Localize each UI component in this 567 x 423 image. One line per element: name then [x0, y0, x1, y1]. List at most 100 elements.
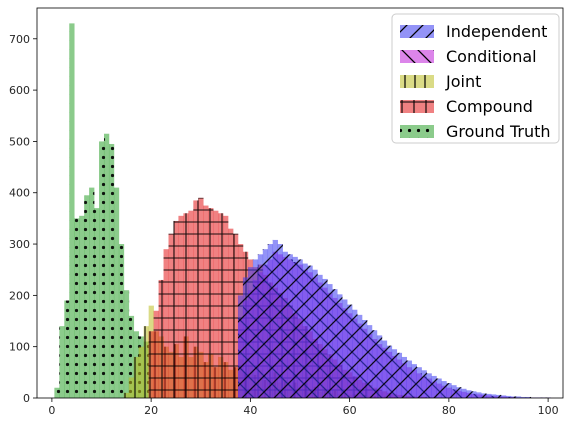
- y-tick-label: 100: [9, 341, 30, 354]
- bars-layer: [54, 23, 551, 398]
- bar-hatch-independent: [357, 314, 363, 398]
- bar-hatch-independent: [500, 395, 507, 398]
- bar-hatch-independent: [307, 265, 313, 398]
- bar-hatch-compound: [208, 208, 214, 398]
- bar-hatch-independent: [496, 394, 502, 398]
- bar-hatch-independent: [491, 394, 497, 398]
- legend-swatch-hatch-joint: [400, 75, 434, 88]
- legend-swatch-hatch-ground-truth: [400, 125, 434, 138]
- legend-label-ground-truth: Ground Truth: [446, 122, 551, 141]
- bar-hatch-ground-truth: [94, 208, 100, 398]
- bar-hatch-independent: [277, 244, 283, 398]
- bar-hatch-independent: [362, 320, 368, 398]
- bar-hatch-ground-truth: [128, 315, 135, 398]
- bar-hatch-independent: [317, 274, 323, 398]
- y-tick-label: 300: [9, 238, 30, 251]
- bar-hatch-independent: [515, 396, 522, 398]
- bar-hatch-ground-truth: [79, 215, 85, 398]
- legend-swatch-hatch-independent: [400, 25, 434, 38]
- y-tick-label: 400: [9, 187, 30, 200]
- bar-hatch-independent: [441, 381, 447, 398]
- plot-frame: [36, 7, 564, 399]
- y-tick-label: 0: [23, 392, 30, 405]
- bar-hatch-independent: [466, 390, 472, 398]
- bar-hatch-ground-truth: [89, 187, 95, 398]
- bar-hatch-compound: [168, 233, 174, 398]
- bar-hatch-independent: [451, 385, 457, 398]
- bar-hatch-independent: [327, 284, 333, 398]
- bar-hatch-ground-truth: [123, 290, 130, 398]
- bar-hatch-ground-truth: [99, 141, 105, 398]
- x-tick-label: 0: [48, 404, 55, 417]
- bar-hatch-independent: [292, 256, 298, 398]
- bar-hatch-compound: [148, 331, 154, 398]
- bar-hatch-compound: [233, 233, 239, 398]
- bar-hatch-independent: [386, 345, 393, 398]
- bar-hatch-ground-truth: [54, 387, 60, 398]
- bar-hatch-joint: [133, 356, 140, 398]
- bar-hatch-independent: [247, 267, 254, 398]
- bar-hatch-independent: [322, 278, 328, 398]
- bar-hatch-independent: [237, 295, 244, 398]
- bar-hatch-independent: [287, 254, 293, 398]
- bar-hatch-joint: [138, 346, 144, 398]
- bar-hatch-independent: [401, 356, 407, 398]
- bar-hatch-joint: [128, 377, 135, 398]
- y-tick-label: 600: [9, 84, 30, 97]
- bar-hatch-independent: [282, 251, 288, 398]
- y-tick-label: 500: [9, 135, 30, 148]
- bar-hatch-compound: [203, 205, 209, 398]
- x-tick-label: 20: [144, 404, 158, 417]
- bar-hatch-independent: [242, 277, 249, 398]
- bar-hatch-compound: [213, 210, 219, 398]
- bar-hatch-independent: [406, 360, 412, 398]
- bar-hatch-ground-truth: [103, 133, 110, 398]
- bar-hatch-independent: [352, 309, 358, 398]
- bar-hatch-compound: [188, 210, 194, 398]
- bar-hatch-ground-truth: [74, 218, 80, 398]
- bar-hatch-ground-truth: [118, 244, 125, 398]
- y-tick-label: 200: [9, 289, 30, 302]
- series-ground-truth: [54, 23, 149, 398]
- bar-hatch-independent: [312, 269, 318, 398]
- bar-hatch-independent: [391, 349, 398, 398]
- bar-hatch-independent: [272, 239, 278, 398]
- bar-hatch-joint: [123, 392, 130, 398]
- bar-hatch-compound: [228, 228, 234, 398]
- bar-hatch-compound: [158, 279, 164, 398]
- bar-hatch-ground-truth: [59, 326, 65, 398]
- bar-hatch-independent: [411, 364, 417, 398]
- bar-hatch-independent: [481, 393, 487, 398]
- legend: Independent Conditional Joint Compound Groun…: [391, 13, 560, 144]
- bar-hatch-independent: [461, 388, 467, 398]
- bar-hatch-independent: [486, 393, 492, 398]
- bar-hatch-compound: [223, 215, 229, 398]
- bar-hatch-compound: [178, 215, 184, 398]
- bar-hatch-independent: [436, 378, 442, 398]
- bar-hatch-independent: [505, 395, 512, 398]
- bar-hatch-independent: [297, 259, 303, 398]
- legend-swatch-hatch-compound: [400, 100, 434, 113]
- bar-hatch-compound: [153, 310, 159, 398]
- bar-hatch-independent: [267, 244, 274, 398]
- bar-hatch-independent: [342, 299, 348, 398]
- bar-hatch-independent: [426, 373, 432, 398]
- bar-hatch-independent: [510, 396, 517, 398]
- bar-hatch-independent: [262, 249, 269, 398]
- bar-hatch-independent: [376, 335, 383, 398]
- bar-hatch-independent: [520, 396, 527, 398]
- bar-hatch-independent: [446, 383, 452, 398]
- bar-hatch-ground-truth: [108, 143, 115, 398]
- axes-layer: 0 20 40 60 80 100 0 100 200 300 400 500 600 700: [9, 7, 564, 417]
- legend-label-conditional: Conditional: [446, 47, 537, 66]
- bar-hatch-independent: [337, 294, 343, 398]
- bar-hatch-independent: [371, 330, 378, 398]
- bar-hatch-compound: [218, 213, 224, 398]
- x-tick-label: 80: [442, 404, 456, 417]
- x-tick-label: 60: [343, 404, 357, 417]
- bar-hatch-independent: [366, 325, 373, 398]
- series-independent: [237, 239, 551, 398]
- bar-hatch-compound: [183, 213, 189, 398]
